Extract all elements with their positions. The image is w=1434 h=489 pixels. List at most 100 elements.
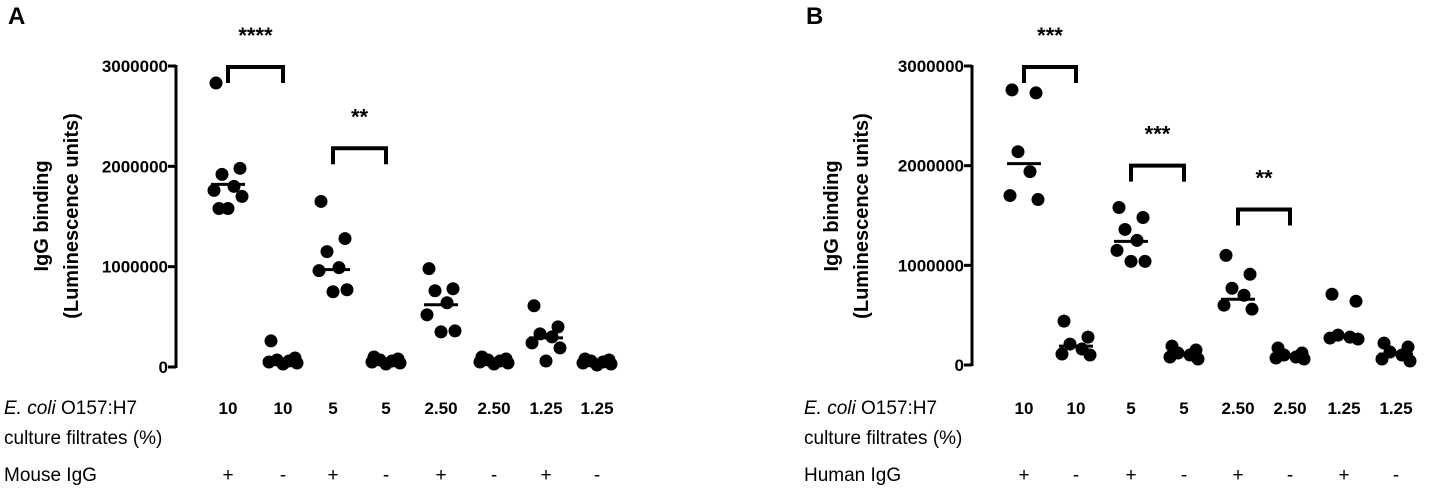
x-category-label: 2.50 <box>424 399 457 418</box>
row-label-serotype: O157:H7 <box>856 398 937 419</box>
significance-stars: ** <box>1255 166 1273 191</box>
row-label-species: E. coli <box>4 398 57 419</box>
data-point <box>551 320 565 334</box>
data-point <box>1269 351 1283 365</box>
data-point <box>276 357 290 371</box>
x-category-label: 5 <box>381 399 390 418</box>
x-category-label: 10 <box>219 399 238 418</box>
data-point <box>422 262 436 276</box>
row-label-igg: Human IgG <box>804 465 901 486</box>
data-point <box>420 308 434 322</box>
data-point <box>527 299 541 313</box>
data-point <box>1245 302 1259 316</box>
igg-sign: - <box>491 465 497 486</box>
data-point <box>1217 298 1231 312</box>
data-point <box>320 245 334 259</box>
significance-bracket <box>331 146 388 165</box>
igg-sign: + <box>1232 465 1243 486</box>
data-point <box>434 325 448 339</box>
x-category-label: 5 <box>1126 399 1135 418</box>
x-category-label: 1.25 <box>529 399 562 418</box>
data-point <box>1005 83 1019 97</box>
igg-sign: + <box>1338 465 1349 486</box>
data-point <box>590 358 604 372</box>
x-category-label: 5 <box>1179 399 1188 418</box>
igg-sign: + <box>1018 465 1029 486</box>
data-point <box>1081 330 1095 344</box>
panel-a: A 0 1000000 2000000 3000000 IgG binding (Lumin… <box>4 3 618 486</box>
data-point <box>338 232 352 246</box>
data-point <box>290 356 304 370</box>
igg-sign: - <box>1393 465 1399 486</box>
igg-sign: + <box>222 465 233 486</box>
data-point <box>1351 332 1365 346</box>
data-point <box>379 357 393 371</box>
igg-sign: - <box>280 465 286 486</box>
significance-bracket <box>1236 207 1292 226</box>
data-point <box>1225 281 1239 295</box>
igg-sign: + <box>540 465 551 486</box>
igg-sign: - <box>383 465 389 486</box>
x-category-label: 1.25 <box>1379 399 1412 418</box>
data-point <box>448 324 462 338</box>
row-label-species: E. coli <box>804 398 857 419</box>
data-point <box>314 194 328 208</box>
igg-sign: + <box>1125 465 1136 486</box>
data-point <box>207 183 221 197</box>
data-point <box>525 336 539 350</box>
data-point <box>326 285 340 299</box>
data-point <box>209 76 223 90</box>
y-tick-label: 0 <box>159 358 168 377</box>
significance-bracket <box>1129 163 1186 182</box>
data-point <box>1375 352 1389 366</box>
panel-b: B 0 1000000 2000000 3000000 IgG binding (Lumin… <box>804 3 1417 486</box>
x-category-label: 10 <box>1067 399 1086 418</box>
data-point <box>1136 210 1150 224</box>
y-tick-label: 2000000 <box>898 157 964 176</box>
data-point <box>1055 347 1069 361</box>
x-category-label: 2.50 <box>1273 399 1306 418</box>
y-tick-label: 3000000 <box>898 57 964 76</box>
significance-bracket <box>226 65 285 84</box>
igg-sign: - <box>594 465 600 486</box>
significance-stars: **** <box>238 23 273 48</box>
significance-stars: *** <box>1037 23 1063 48</box>
y-tick-label: 1000000 <box>898 256 964 275</box>
panel-letter: B <box>806 3 823 30</box>
data-point <box>1029 86 1043 100</box>
panel-letter: A <box>8 3 25 30</box>
data-point <box>235 189 249 203</box>
data-point <box>1110 243 1124 257</box>
y-axis-label: IgG binding <box>31 160 53 271</box>
y-axis-label: IgG binding <box>821 160 843 271</box>
data-point <box>604 357 618 371</box>
y-tick-label: 0 <box>955 356 964 375</box>
x-category-label: 5 <box>328 399 337 418</box>
data-point <box>1011 145 1025 159</box>
igg-sign: - <box>1073 465 1079 486</box>
significance-bracket <box>1022 64 1078 83</box>
data-point <box>393 356 407 370</box>
data-point <box>428 284 442 298</box>
data-point <box>264 334 278 348</box>
row-label-strain: E. coli O157:H7 <box>4 398 137 419</box>
data-point <box>1057 314 1071 328</box>
data-point <box>212 201 226 215</box>
data-point <box>1023 165 1037 179</box>
data-point <box>1003 189 1017 203</box>
data-point <box>1163 350 1177 364</box>
data-point <box>553 341 567 355</box>
x-category-label: 10 <box>274 399 293 418</box>
data-point <box>1138 254 1152 268</box>
row-label-filtrates: culture filtrates (%) <box>804 428 962 449</box>
y-tick-label: 3000000 <box>102 57 168 76</box>
x-category-label: 1.25 <box>580 399 613 418</box>
row-label-strain: E. coli O157:H7 <box>804 398 937 419</box>
data-point <box>539 354 553 368</box>
data-point <box>1349 294 1363 308</box>
data-point <box>1118 222 1132 236</box>
y-axis-label-units: (Luminescence units) <box>851 113 873 319</box>
igg-sign: + <box>327 465 338 486</box>
x-category-label: 2.50 <box>1221 399 1254 418</box>
